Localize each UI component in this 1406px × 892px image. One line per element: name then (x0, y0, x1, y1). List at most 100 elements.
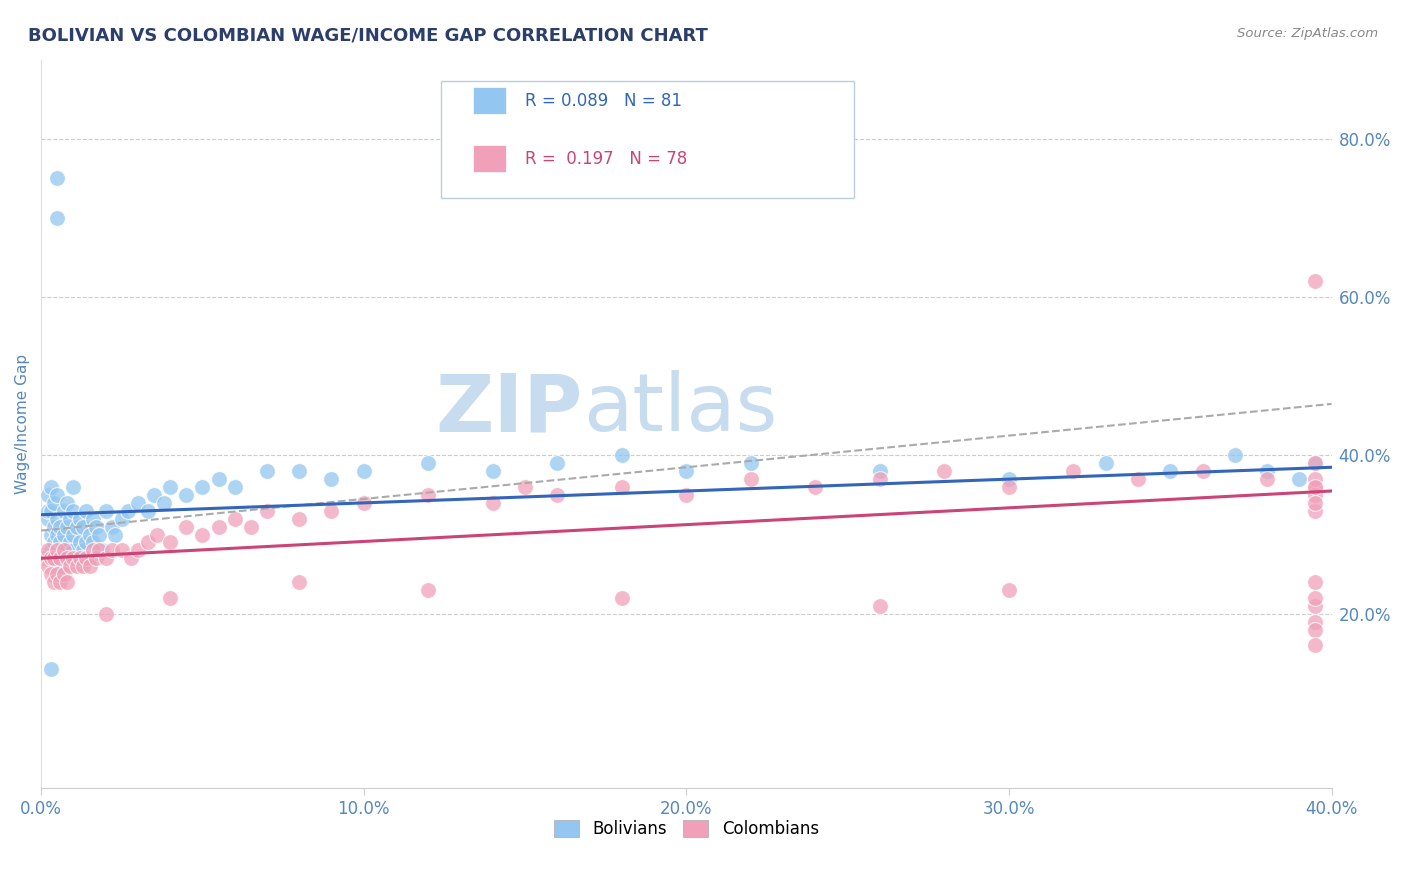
Point (256, 464, 278, 478)
Point (1305, 615, 1327, 629)
Point (934, 464, 956, 478)
Point (84, 551, 107, 566)
Point (69, 535, 91, 549)
Point (740, 456, 762, 470)
Point (94, 551, 117, 566)
Point (1305, 472, 1327, 486)
Point (72, 543, 94, 558)
Point (72, 519, 94, 533)
Point (79, 527, 101, 541)
Point (49, 519, 72, 533)
Point (75, 535, 97, 549)
Point (207, 472, 229, 486)
Text: ZIP: ZIP (436, 370, 583, 448)
Point (82, 512, 104, 526)
Point (224, 480, 246, 494)
Point (39, 567, 62, 582)
Point (39, 480, 62, 494)
Point (42, 496, 65, 510)
Point (174, 488, 197, 502)
FancyBboxPatch shape (441, 81, 853, 198)
Point (75, 504, 97, 518)
Point (998, 472, 1021, 486)
Point (111, 543, 134, 558)
Point (159, 480, 181, 494)
Point (1305, 591, 1327, 605)
Point (101, 543, 124, 558)
Point (353, 464, 375, 478)
Point (79, 559, 101, 574)
Point (256, 504, 278, 518)
Text: Source: ZipAtlas.com: Source: ZipAtlas.com (1237, 27, 1378, 40)
Point (804, 480, 827, 494)
Point (37, 543, 59, 558)
Point (46, 171, 69, 186)
Point (39, 662, 62, 676)
Point (84, 519, 107, 533)
Point (610, 591, 633, 605)
Point (998, 582, 1021, 597)
Point (869, 472, 891, 486)
Point (1305, 496, 1327, 510)
Point (82, 535, 104, 549)
Point (46, 543, 69, 558)
Point (37, 488, 59, 502)
Point (481, 464, 503, 478)
Point (1094, 456, 1116, 470)
Point (1256, 464, 1278, 478)
Point (101, 519, 124, 533)
Point (69, 512, 91, 526)
Y-axis label: Wage/Income Gap: Wage/Income Gap (15, 353, 30, 494)
Point (1223, 449, 1246, 463)
Point (52, 504, 75, 518)
Point (65, 519, 87, 533)
Point (1062, 464, 1084, 478)
Point (39, 527, 62, 541)
Legend: Bolivians, Colombians: Bolivians, Colombians (547, 814, 825, 845)
Point (59, 512, 82, 526)
Point (1305, 456, 1327, 470)
Point (1305, 488, 1327, 502)
Point (1305, 456, 1327, 470)
Point (120, 551, 142, 566)
Point (321, 504, 343, 518)
Point (869, 599, 891, 613)
Point (288, 464, 311, 478)
Point (56, 496, 79, 510)
Point (46, 567, 69, 582)
Point (79, 551, 101, 566)
Text: R =  0.197   N = 78: R = 0.197 N = 78 (524, 151, 688, 169)
Point (46, 567, 69, 582)
Point (321, 472, 343, 486)
Point (288, 512, 311, 526)
Point (1305, 480, 1327, 494)
Point (239, 519, 262, 533)
Point (546, 488, 568, 502)
Point (869, 464, 891, 478)
Point (224, 512, 246, 526)
Point (998, 480, 1021, 494)
Point (1191, 464, 1213, 478)
Point (42, 519, 65, 533)
Point (42, 575, 65, 590)
Point (52, 551, 75, 566)
Point (62, 551, 84, 566)
Point (1159, 464, 1181, 478)
Point (72, 559, 94, 574)
Point (1288, 472, 1310, 486)
Point (49, 551, 72, 566)
Point (418, 488, 440, 502)
Point (82, 543, 104, 558)
Point (191, 527, 214, 541)
Point (49, 559, 72, 574)
Point (1126, 472, 1149, 486)
Point (65, 559, 87, 574)
Point (207, 519, 229, 533)
Point (353, 496, 375, 510)
Point (675, 488, 697, 502)
Point (117, 504, 139, 518)
Point (89, 527, 111, 541)
Point (62, 504, 84, 518)
Point (37, 504, 59, 518)
Point (75, 551, 97, 566)
